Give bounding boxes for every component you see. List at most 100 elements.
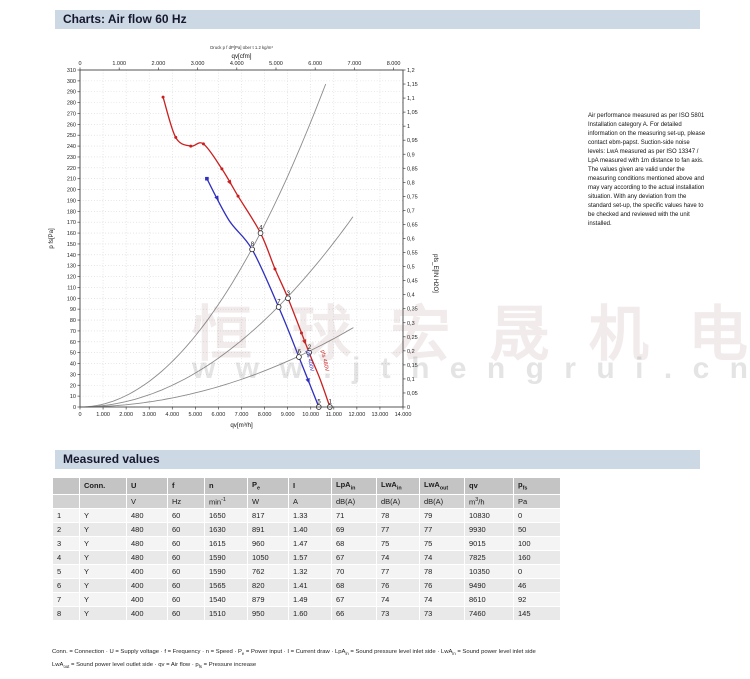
svg-text:11.000: 11.000 <box>326 412 342 418</box>
cell: 1630 <box>205 523 247 536</box>
watermark-url-char: r <box>564 352 576 385</box>
svg-text:20: 20 <box>70 383 76 389</box>
table-row: 3 Y 480 60 1615 960 1.47 68 75 75 9015 100 <box>53 537 560 550</box>
svg-text:0: 0 <box>78 412 81 418</box>
svg-text:30: 30 <box>70 372 76 378</box>
cell: 1 <box>53 509 79 522</box>
cell: 1050 <box>248 551 288 564</box>
cell: 891 <box>248 523 288 536</box>
charts-section-header: Charts: Air flow 60 Hz <box>55 10 700 29</box>
svg-text:80: 80 <box>70 318 76 324</box>
cell: 1650 <box>205 509 247 522</box>
cell: 1.49 <box>289 593 331 606</box>
measured-point-number: 1 <box>328 400 332 406</box>
svg-text:8.000: 8.000 <box>387 61 401 67</box>
cell: 1.47 <box>289 537 331 550</box>
cell: 10350 <box>465 565 513 578</box>
cell: 3 <box>53 537 79 550</box>
svg-text:0,75: 0,75 <box>407 194 418 200</box>
cell: 145 <box>514 607 560 620</box>
column-unit: m3/h <box>465 494 513 508</box>
svg-text:160: 160 <box>67 231 76 237</box>
legend-line-1: Conn. = Connection · U = Supply voltage … <box>52 649 536 657</box>
svg-text:270: 270 <box>67 111 76 117</box>
cell: 76 <box>420 579 464 592</box>
cell: 75 <box>377 537 419 550</box>
cell: 400 <box>127 565 167 578</box>
cell: 1.57 <box>289 551 331 564</box>
cell: 4 <box>53 551 79 564</box>
cell: 77 <box>377 523 419 536</box>
svg-text:13.000: 13.000 <box>372 412 389 418</box>
svg-text:6.000: 6.000 <box>212 412 226 418</box>
svg-text:0,6: 0,6 <box>407 237 415 243</box>
column-header: LwAout <box>420 478 464 494</box>
cell: 762 <box>248 565 288 578</box>
table-row: 8 Y 400 60 1510 950 1.60 66 73 73 7460 145 <box>53 607 560 620</box>
cell: 1510 <box>205 607 247 620</box>
cell: 77 <box>377 565 419 578</box>
column-unit <box>53 494 79 508</box>
svg-text:0: 0 <box>78 61 81 67</box>
column-unit: V <box>127 494 167 508</box>
measured-point-marker <box>275 304 282 310</box>
column-unit: Pa <box>514 494 560 508</box>
fan-curve-pfs-400v: 8 7 6 5 pfs 400V <box>205 176 322 410</box>
cell: 73 <box>420 607 464 620</box>
legend-line-2: LwAout = Sound power level outlet side ·… <box>52 661 257 670</box>
svg-text:0,35: 0,35 <box>407 307 418 313</box>
column-header <box>53 478 79 494</box>
cell: 60 <box>168 509 204 522</box>
cell: 60 <box>168 579 204 592</box>
cell: 78 <box>377 509 419 522</box>
svg-text:260: 260 <box>67 122 76 128</box>
fan-performance-chart: 4 3 2 1 pfs 480V 8 7 6 5 pfs 400V 0 1.000 2.000 3.000… <box>49 45 438 429</box>
svg-text:10: 10 <box>70 394 76 400</box>
measured-point-marker <box>285 295 291 302</box>
watermark-url-char: . <box>663 352 673 385</box>
svg-text:1,1: 1,1 <box>407 96 415 102</box>
svg-text:50: 50 <box>70 351 76 357</box>
measured-values-section-header: Measured values <box>55 450 700 469</box>
column-unit: min-1 <box>205 494 247 508</box>
column-unit: W <box>248 494 288 508</box>
svg-text:230: 230 <box>67 155 76 161</box>
table-row: 2 Y 480 60 1630 891 1.40 69 77 77 9930 50 <box>53 523 560 536</box>
svg-text:0: 0 <box>73 405 76 411</box>
cell: 480 <box>127 537 167 550</box>
svg-text:0,2: 0,2 <box>407 349 415 355</box>
svg-text:140: 140 <box>67 253 76 259</box>
cell: Y <box>80 565 126 578</box>
cell: 1.33 <box>289 509 331 522</box>
cell: Y <box>80 537 126 550</box>
cell: 960 <box>248 537 288 550</box>
svg-text:1,2: 1,2 <box>407 68 415 74</box>
svg-text:210: 210 <box>67 177 76 183</box>
svg-text:0,25: 0,25 <box>407 335 418 341</box>
watermark-url-char: g <box>525 352 544 385</box>
svg-text:0,85: 0,85 <box>407 166 418 172</box>
measured-point-number: 3 <box>287 291 291 297</box>
cell: 400 <box>127 607 167 620</box>
cell: 0 <box>514 565 560 578</box>
cell: 8 <box>53 607 79 620</box>
table-row: 1 Y 480 60 1650 817 1.33 71 78 79 10830 0 <box>53 509 560 522</box>
cell: Y <box>80 509 126 522</box>
svg-text:3.000: 3.000 <box>191 61 205 67</box>
svg-text:0,05: 0,05 <box>407 391 418 397</box>
cell: 75 <box>420 537 464 550</box>
watermark-url-char: i <box>635 352 644 385</box>
chart-annotation: Druck p f dP[Pa] über t 1.2 kg/m³ <box>210 45 273 50</box>
top-axis-title: qv[cfm] <box>232 53 252 60</box>
svg-text:1.000: 1.000 <box>112 61 126 67</box>
watermark-char: 晟 <box>489 301 550 368</box>
cell: Y <box>80 523 126 536</box>
column-header: f <box>168 478 204 494</box>
svg-text:220: 220 <box>67 166 76 172</box>
svg-text:40: 40 <box>70 362 76 368</box>
table-row: 5 Y 400 60 1590 762 1.32 70 77 78 10350 0 <box>53 565 560 578</box>
cell: 7460 <box>465 607 513 620</box>
cell: 68 <box>332 537 376 550</box>
cell: 8610 <box>465 593 513 606</box>
